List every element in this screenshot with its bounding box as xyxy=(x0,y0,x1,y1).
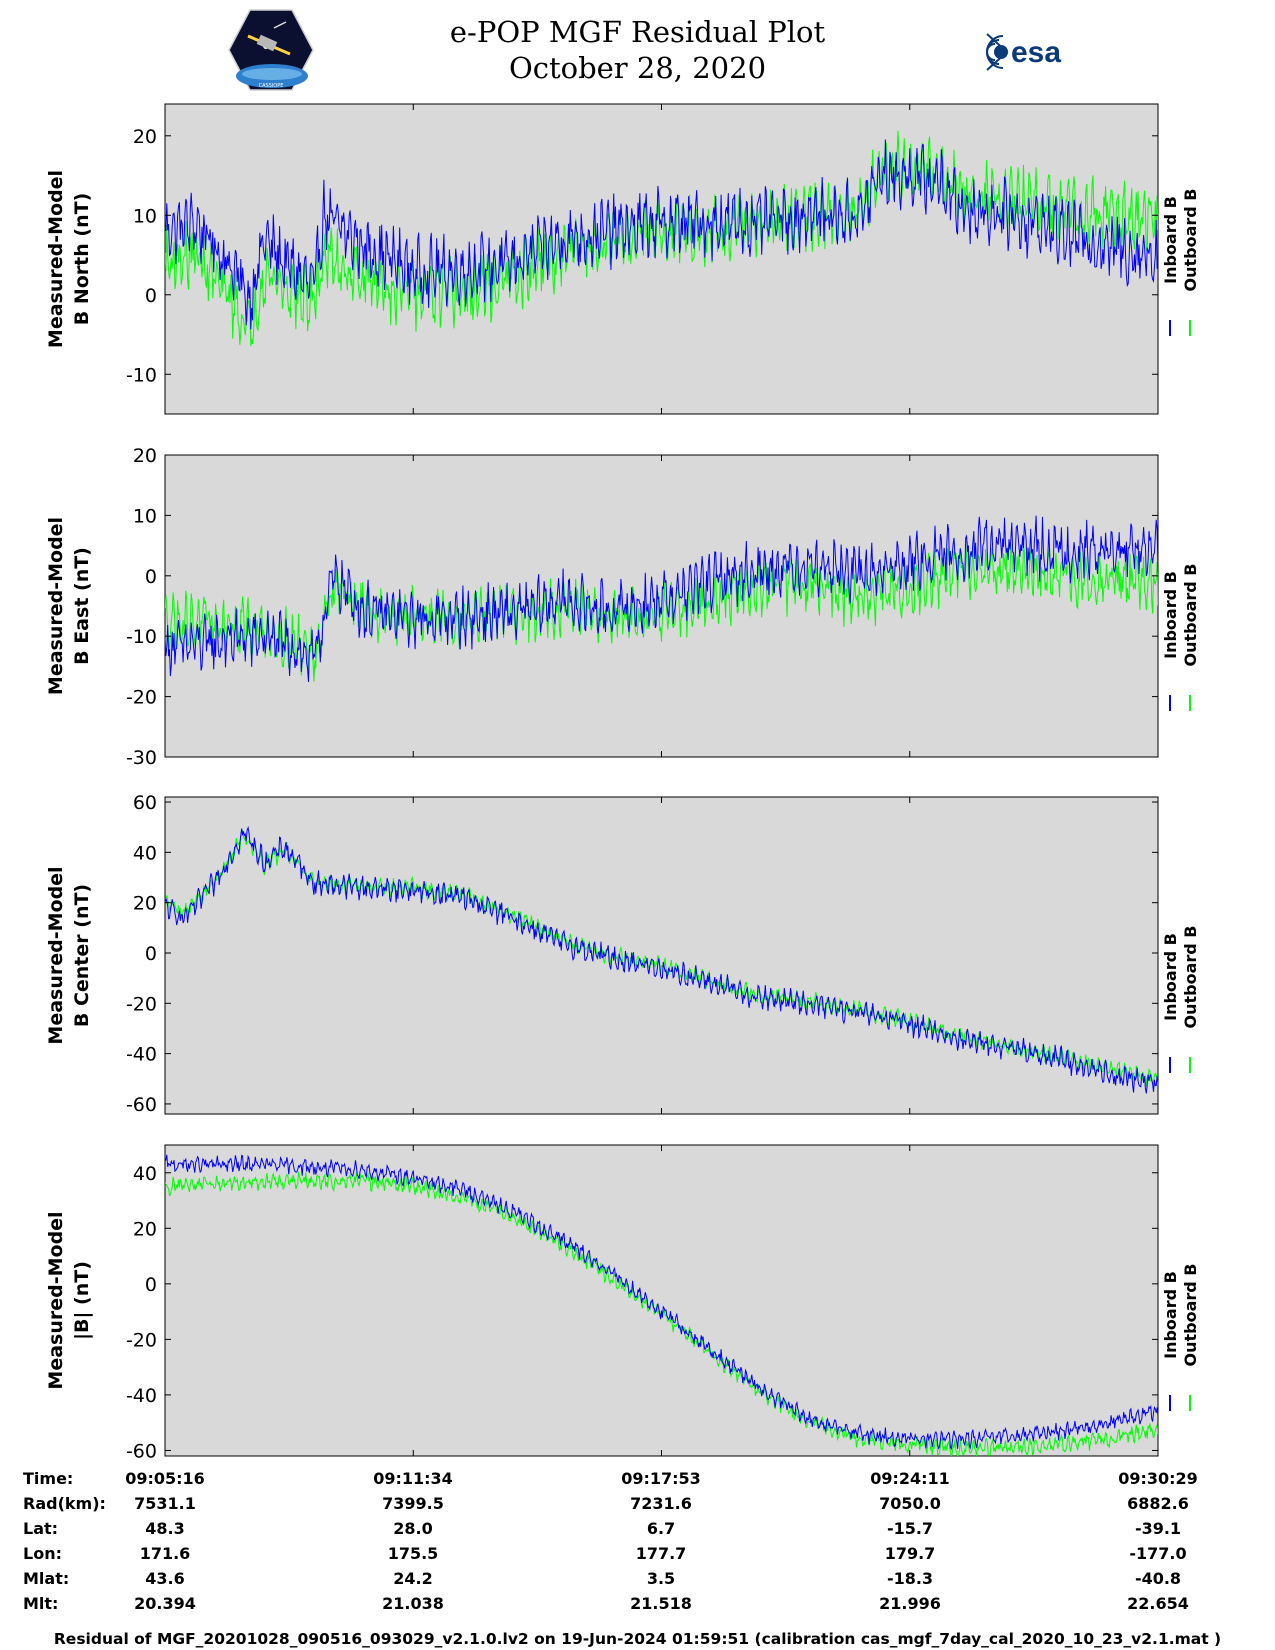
y-tick-label: -60 xyxy=(126,1094,157,1116)
panel-3: 60 40 20 0 -20 -40 -60 Measured-Model B Center (… xyxy=(45,792,1200,1116)
y-tick-label: 40 xyxy=(133,1163,157,1185)
legend-entry-outboard: Outboard B xyxy=(1181,926,1200,1029)
y-tick-label: 20 xyxy=(133,893,157,915)
legend-entry-inboard: Inboard B xyxy=(1161,571,1180,659)
legend-entry-inboard: Inboard B xyxy=(1161,1271,1180,1359)
legend-entry-inboard: Inboard B xyxy=(1161,933,1180,1021)
y-tick-label: -60 xyxy=(126,1440,157,1462)
series-line-inboard xyxy=(165,139,1158,330)
cassiope-logo-text: CASSIOPE xyxy=(259,83,284,89)
esa-logo: esa xyxy=(986,33,1061,71)
y-axis-label: Measured-Model xyxy=(45,170,67,348)
y-tick-label: 10 xyxy=(133,505,157,527)
y-tick-label: 0 xyxy=(145,285,157,307)
y-tick-label: -20 xyxy=(126,687,157,709)
legend-entry-inboard: Inboard B xyxy=(1161,196,1180,284)
y-tick-label: -10 xyxy=(126,364,157,386)
y-tick-label: -20 xyxy=(126,993,157,1015)
y-axis-label: Measured-Model xyxy=(45,866,67,1044)
y-axis-label: B North (nT) xyxy=(71,193,93,326)
esa-logo-text: esa xyxy=(1011,36,1061,69)
series-line-inboard xyxy=(165,825,1158,1094)
title-line-2: October 28, 2020 xyxy=(508,51,767,85)
y-tick-label: -30 xyxy=(126,747,157,769)
plot-area xyxy=(164,1144,1159,1457)
y-axis-label: |B| (nT) xyxy=(71,1261,93,1340)
series-line-inboard xyxy=(165,1154,1158,1451)
plot-area xyxy=(164,103,1159,415)
footer-caption: Residual of MGF_20201028_090516_093029_v… xyxy=(53,1630,1222,1648)
panel-4: 40 20 0 -20 -40 -60 Measured-Model |B| (nT) Inbo… xyxy=(45,1144,1200,1462)
series-line-inboard xyxy=(165,515,1158,683)
y-axis-label: B Center (nT) xyxy=(71,884,93,1027)
y-tick-label: 10 xyxy=(133,205,157,227)
y-tick-label: -20 xyxy=(126,1329,157,1351)
title-line-1: e-POP MGF Residual Plot xyxy=(449,15,826,49)
y-axis-label: B East (nT) xyxy=(71,547,93,665)
panel-2: 20 10 0 -10 -20 -30 Measured-Model B East (nT) I… xyxy=(45,445,1200,769)
y-axis-label: Measured-Model xyxy=(45,517,67,695)
series-line-outboard xyxy=(165,1171,1158,1456)
cassiope-logo: CASSIOPE xyxy=(228,9,314,91)
plot-area xyxy=(164,796,1159,1115)
y-tick-label: 20 xyxy=(133,445,157,467)
legend-entry-outboard: Outboard B xyxy=(1181,564,1200,667)
y-axis-label: Measured-Model xyxy=(45,1211,67,1389)
legend-entry-outboard: Outboard B xyxy=(1181,189,1200,292)
y-tick-label: 0 xyxy=(145,943,157,965)
legend-entry-outboard: Outboard B xyxy=(1181,1264,1200,1367)
panel-1: 20 10 0 -10 Measured-Model B North (nT) Inboar… xyxy=(45,103,1200,415)
series-line-outboard xyxy=(165,541,1158,682)
series-line-outboard xyxy=(165,130,1158,347)
y-tick-label: -10 xyxy=(126,626,157,648)
y-tick-label: 0 xyxy=(145,1274,157,1296)
y-tick-label: 20 xyxy=(133,1218,157,1240)
y-tick-label: 0 xyxy=(145,566,157,588)
plot-title: e-POP MGF Residual Plot October 28, 2020 xyxy=(0,14,1275,86)
y-tick-label: -40 xyxy=(126,1044,157,1066)
y-tick-label: 40 xyxy=(133,842,157,864)
y-tick-label: 60 xyxy=(133,792,157,814)
y-tick-label: -40 xyxy=(126,1385,157,1407)
y-tick-label: 20 xyxy=(133,126,157,148)
